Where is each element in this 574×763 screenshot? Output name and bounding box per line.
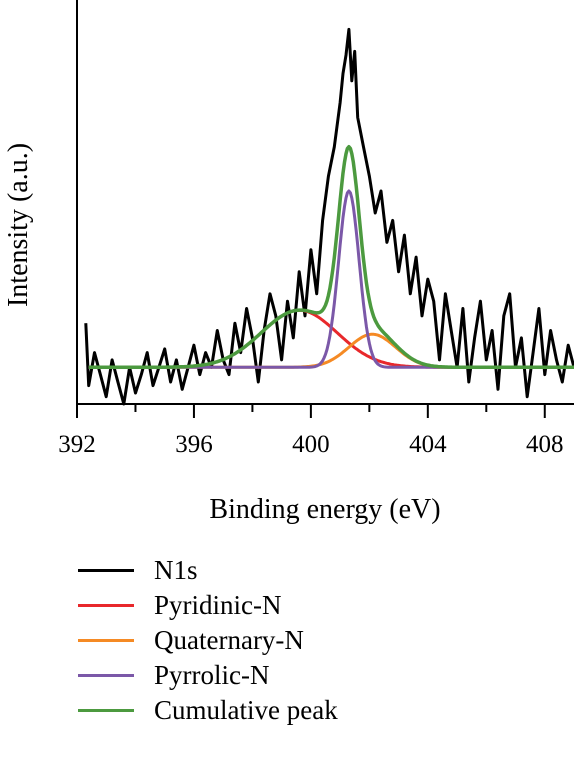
legend-label-n1s: N1s (154, 555, 198, 585)
legend-label-cumulative-peak: Cumulative peak (154, 695, 338, 725)
xps-chart: 392 396 400 404 408 Binding energy (eV) Inte… (3, 0, 574, 525)
legend-swatch-pyridinic-n (78, 604, 134, 607)
series-line-n1s (84, 27, 574, 406)
x-tick-label: 396 (175, 431, 213, 458)
x-tick-label: 408 (526, 431, 564, 458)
legend-label-pyrrolic-n: Pyrrolic-N (154, 660, 270, 690)
legend-item-cumulative-peak: Cumulative peak (78, 693, 338, 728)
legend-item-pyridinic-n: Pyridinic-N (78, 588, 338, 623)
legend-label-quaternary-n: Quaternary-N (154, 625, 304, 655)
x-axis-title: Binding energy (eV) (209, 494, 440, 525)
y-axis-title: Intensity (a.u.) (3, 143, 34, 307)
legend: N1s Pyridinic-N Quaternary-N Pyrrolic-N … (78, 553, 338, 728)
x-tick-label: 392 (58, 431, 96, 458)
legend-swatch-cumulative-peak (78, 709, 134, 712)
x-tick-label: 400 (292, 431, 330, 458)
legend-swatch-quaternary-n (78, 639, 134, 642)
legend-item-n1s: N1s (78, 553, 338, 588)
series-line-cumulative-peak (88, 144, 574, 370)
legend-swatch-n1s (78, 569, 134, 572)
x-tick-label: 404 (409, 431, 447, 458)
plot-area (84, 27, 574, 406)
legend-swatch-pyrrolic-n (78, 674, 134, 677)
legend-item-pyrrolic-n: Pyrrolic-N (78, 658, 338, 693)
legend-label-pyridinic-n: Pyridinic-N (154, 590, 282, 620)
legend-item-quaternary-n: Quaternary-N (78, 623, 338, 658)
x-axis-ticks: 392 396 400 404 408 (58, 404, 564, 458)
